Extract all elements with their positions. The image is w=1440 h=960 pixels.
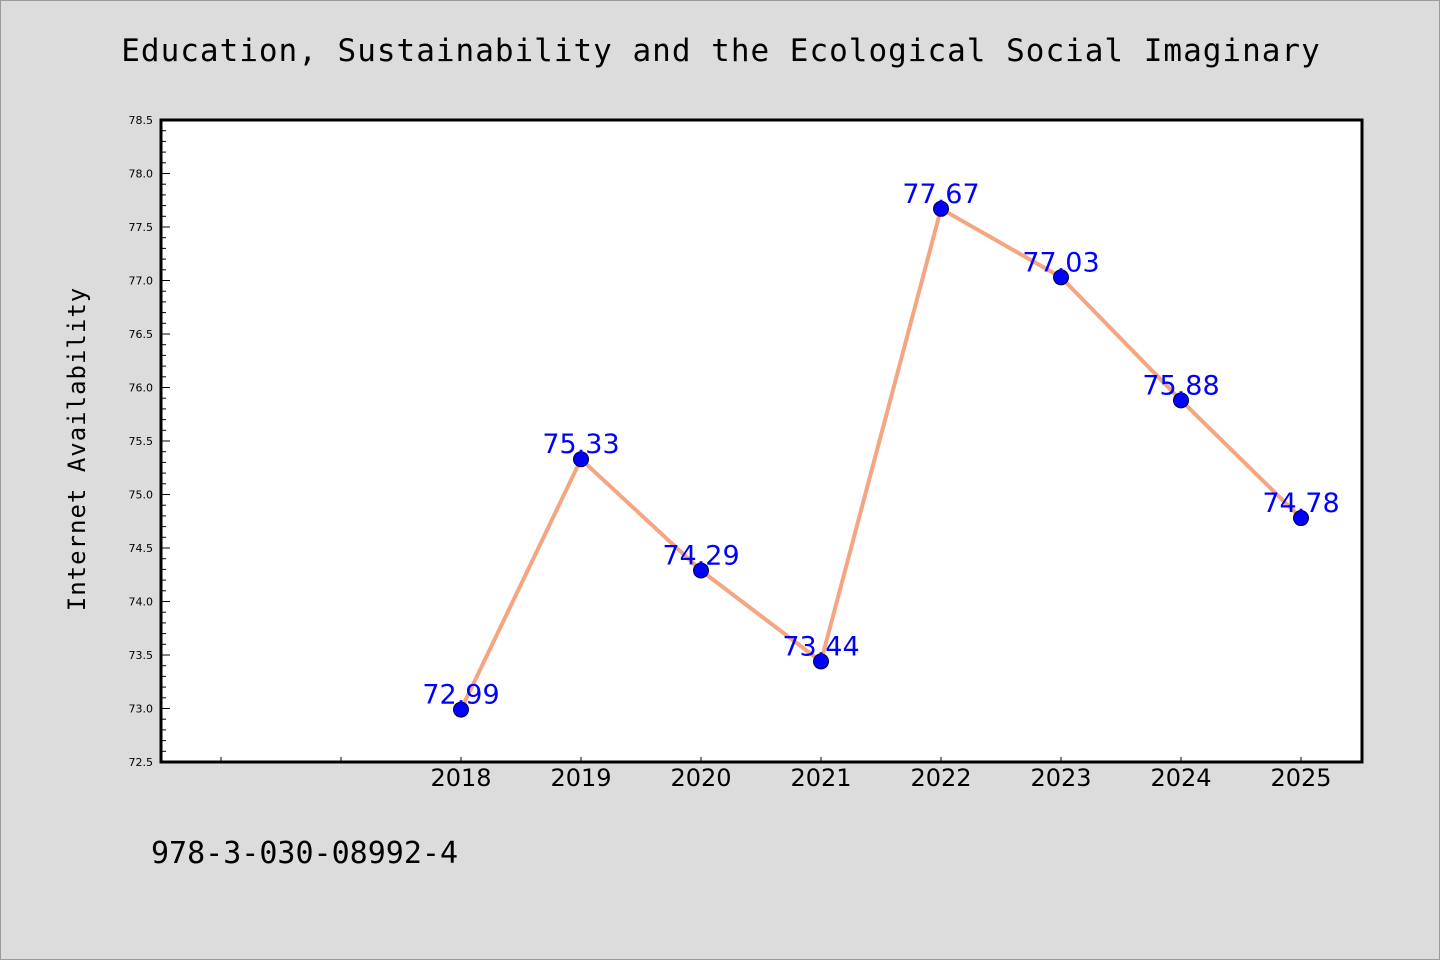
data-label: 74.78 [1262,488,1339,519]
data-point [813,653,829,670]
data-label: 75.33 [542,429,619,460]
y-tick-label: 72.5 [129,756,154,769]
data-label: 77.67 [902,179,979,210]
data-label: 75.88 [1142,370,1219,401]
y-tick-label: 77.5 [129,221,154,234]
data-point [933,200,949,217]
data-label: 73.44 [782,631,859,662]
y-tick-label: 76.5 [129,328,154,341]
series-line [459,206,1303,712]
x-tick-label: 2024 [1150,764,1211,792]
y-tick-label: 76.0 [129,382,154,395]
plot-frame [159,118,1364,764]
isbn-text: 978-3-030-08992-4 [151,836,459,871]
y-tick-label: 73.0 [129,703,154,716]
data-point [1053,269,1069,286]
y-tick-label: 78.5 [129,114,154,127]
y-tick-label: 77.0 [129,275,154,288]
y-tick-label: 75.5 [129,435,154,448]
chart-title: Education, Sustainability and the Ecolog… [121,33,1321,69]
x-tick-label: 2020 [670,764,731,792]
y-tick-label: 75.0 [129,489,154,502]
y-tick-label: 74.5 [129,542,154,555]
y-tick-label: 73.5 [129,649,154,662]
x-tick-label: 2018 [430,764,491,792]
y-tick-label: 74.0 [129,596,154,609]
data-point [573,451,589,468]
data-point [453,701,469,718]
x-tick-label: 2022 [910,764,971,792]
data-point [693,562,709,579]
x-tick-label: 2021 [790,764,851,792]
data-label: 72.99 [422,680,499,711]
data-label: 74.29 [662,540,739,571]
x-tick-label: 2025 [1270,764,1331,792]
x-tick-label: 2019 [550,764,611,792]
x-tick-label: 2023 [1030,764,1091,792]
plot-area [161,120,1362,762]
data-point [1173,392,1189,409]
data-label: 77.03 [1022,247,1099,278]
y-tick-label: 78.0 [129,168,154,181]
data-point [1293,510,1309,527]
